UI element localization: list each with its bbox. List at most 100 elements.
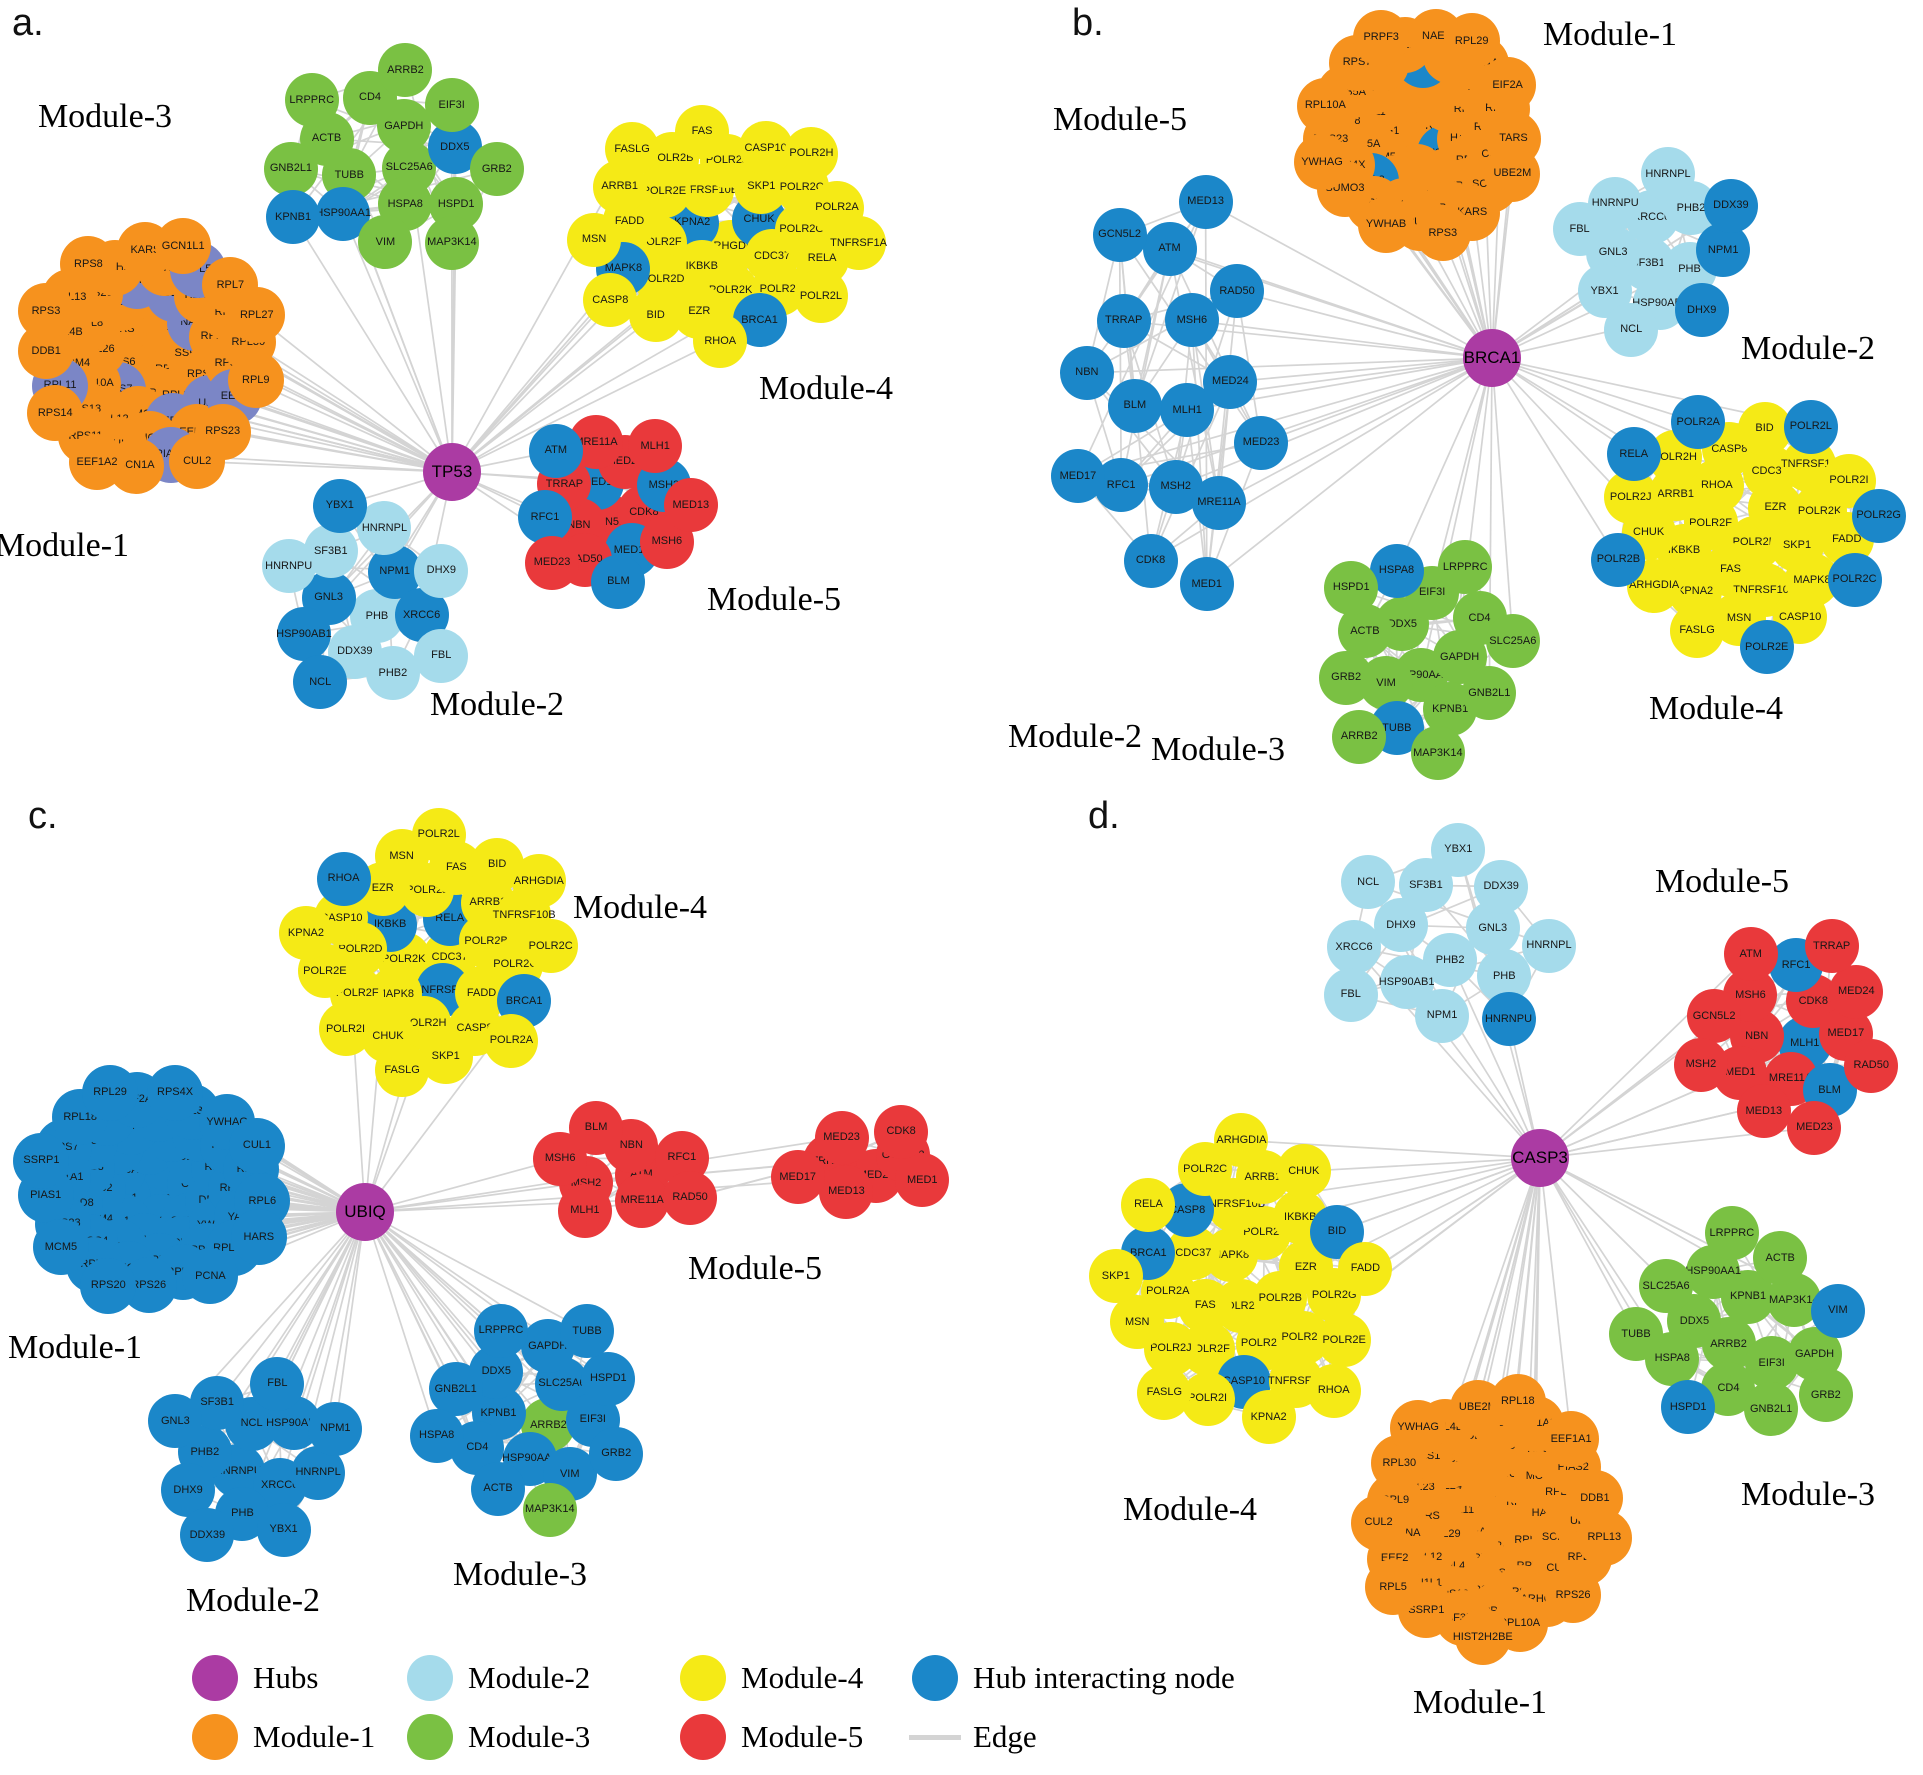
node-label: ARRB1 <box>1657 487 1694 500</box>
node-label: RPL10A <box>1499 1617 1541 1630</box>
network-node-casp8: CASP8 <box>583 273 638 328</box>
node-label: HSPA8 <box>1378 564 1415 577</box>
node-label: GAPDH <box>384 119 424 132</box>
network-node-eif2a: EIF2A <box>1479 57 1536 114</box>
node-label: POLR2F <box>335 987 379 1000</box>
network-node-polr2b: POLR2B <box>1591 532 1646 587</box>
network-node-polr2i: POLR2I <box>318 1002 373 1057</box>
node-label: HNRNPL <box>1526 939 1572 952</box>
node-label: PHB <box>1492 969 1516 982</box>
node-label: CHUK <box>1633 526 1665 539</box>
node-label: CHUK <box>1288 1164 1320 1177</box>
network-node-hspa8: HSPA8 <box>1369 543 1424 598</box>
node-label: MSH2 <box>1685 1058 1717 1071</box>
network-node-msh6: MSH6 <box>1164 293 1219 348</box>
node-label: CASP8 <box>592 293 629 306</box>
node-label: MLH1 <box>570 1204 600 1217</box>
network-node-kpna2: KPNA2 <box>1241 1390 1296 1445</box>
edge <box>1539 1157 1572 1440</box>
node-label: FAS <box>691 125 713 138</box>
node-label: TNFRSF1A <box>1780 458 1838 471</box>
node-label: MLH1 <box>1790 1036 1820 1049</box>
node-label: VIM <box>1828 1304 1848 1317</box>
network-node-gnb2l1: GNB2L1 <box>428 1362 483 1417</box>
network-node-rps20: RPS20 <box>80 1257 137 1314</box>
node-label: TARS <box>1499 132 1528 145</box>
edge <box>1218 357 1493 504</box>
node-label: KPNB1 <box>1432 702 1469 715</box>
network-node-rps3: RPS3 <box>1414 205 1471 262</box>
network-node-cul2: CUL2 <box>169 433 226 490</box>
node-label: DDX39 <box>1483 880 1519 893</box>
node-label: GNB2L1 <box>1468 686 1511 699</box>
node-label: NPM1 <box>319 1422 351 1435</box>
node-label: ARRB1 <box>469 896 507 909</box>
node-label: KPNA2 <box>1250 1410 1287 1423</box>
node-label: TP53 <box>431 462 473 481</box>
network-node-rhoa: RHOA <box>316 851 371 906</box>
node-label: DDX5 <box>1679 1314 1710 1327</box>
node-label: MSN <box>1125 1315 1150 1328</box>
node-label: BRCA1 <box>741 313 778 326</box>
node-label: DDX39 <box>337 645 373 658</box>
node-label: FBL <box>267 1377 288 1390</box>
network-node-phb2: PHB2 <box>365 646 420 701</box>
node-label: NBN <box>1745 1029 1769 1042</box>
node-label: TNFRSF1A <box>414 983 472 996</box>
node-label: EEF1A1 <box>1550 1432 1592 1445</box>
node-label: SKP1 <box>431 1050 460 1062</box>
node-label: YWHAG <box>206 1115 248 1128</box>
network-node-arrb2: ARRB2 <box>378 43 433 98</box>
node-label: DDX5 <box>481 1365 511 1378</box>
node-label: CHUK <box>743 213 775 226</box>
edge <box>293 1211 366 1424</box>
module-label: Module-2 <box>185 1582 321 1619</box>
network-node-med23: MED23 <box>814 1110 869 1165</box>
module-label: Module-3 <box>37 98 173 135</box>
node-label: MCM5 <box>44 1240 78 1253</box>
network-node-ybx1: YBX1 <box>256 1502 311 1557</box>
network-node-mre11a: MRE11A <box>615 1173 670 1228</box>
network-node-bid: BID <box>1737 401 1792 456</box>
node-label: POLR2K <box>1281 1331 1325 1344</box>
legend-label: Hubs <box>253 1660 319 1695</box>
node-label: ARRB2 <box>530 1418 567 1431</box>
node-label: POLR2J <box>406 883 448 896</box>
node-label: CDC37 <box>1175 1246 1212 1259</box>
node-label: MAP3K14 <box>525 1503 575 1516</box>
network-node-hist2h2be: HIST2H2BE <box>1453 1609 1513 1666</box>
edge <box>1336 1157 1541 1233</box>
node-label: POLR2K <box>382 952 426 965</box>
node-label: TUBB <box>1621 1327 1651 1340</box>
network-node-fbl: FBL <box>1552 202 1607 257</box>
node-label: ATM <box>1158 242 1181 255</box>
node-label: TNFRSF1A <box>830 236 887 249</box>
edge <box>1491 357 1620 561</box>
network-node-hars: HARS <box>230 1209 287 1266</box>
node-label: SF3B1 <box>1409 878 1443 891</box>
node-label: RAD50 <box>672 1191 708 1204</box>
network-node-ybx1: YBX1 <box>1431 822 1486 877</box>
node-label: PHB2 <box>190 1445 220 1458</box>
network-node-rfc1: RFC1 <box>518 490 572 545</box>
node-label: CDK8 <box>1798 994 1828 1007</box>
node-label: LRPPRC <box>1442 560 1488 573</box>
node-label: POLR2C <box>779 180 824 193</box>
node-label: DDX5 <box>440 140 470 153</box>
network-node-rpl10a: RPL10A <box>1297 77 1354 134</box>
node-label: GRB2 <box>481 162 512 175</box>
node-label: VIM <box>375 235 396 248</box>
network-node-ncl: NCL <box>293 655 348 709</box>
node-label: MRE11A <box>574 435 618 448</box>
node-label: DDB1 <box>1580 1491 1610 1504</box>
node-label: VIM <box>1376 676 1396 689</box>
node-label: MED1 <box>1725 1066 1756 1079</box>
node-label: IKBKB <box>373 918 407 931</box>
node-label: TRRAP <box>545 477 584 490</box>
node-label: NPM1 <box>1707 243 1739 256</box>
legend-swatch-module-5 <box>680 1714 726 1760</box>
edge <box>197 460 453 473</box>
edge <box>1168 248 1262 444</box>
node-label: MED13 <box>828 1185 865 1198</box>
network-node-rpl13: RPL13 <box>1576 1509 1633 1566</box>
